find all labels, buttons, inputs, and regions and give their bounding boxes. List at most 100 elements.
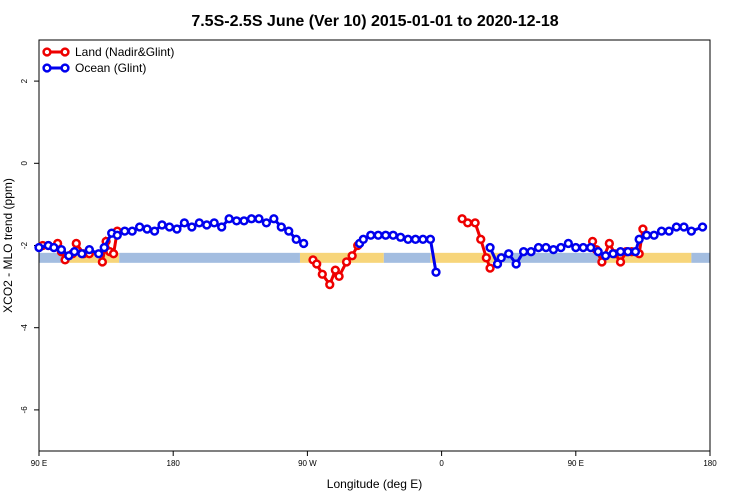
series-1-point — [209, 218, 219, 228]
band-0-segment-0 — [65, 252, 120, 263]
series-1-point — [77, 249, 87, 259]
series-1-point — [373, 230, 383, 240]
band-0-segment-2 — [430, 252, 504, 263]
series-1-point — [671, 222, 682, 232]
x-tick-label: 0 — [439, 459, 444, 468]
series-1-point — [366, 230, 376, 240]
series-1-point — [291, 234, 301, 244]
series-1-point — [511, 259, 521, 269]
legend: Land (Nadir&Glint) Ocean (Glint) — [42, 45, 174, 75]
series-0-point — [463, 218, 473, 228]
series-1-point — [571, 242, 581, 253]
series-1-point — [600, 251, 611, 261]
series-1-point — [634, 234, 644, 244]
series-1-point — [504, 249, 514, 259]
y-tick-label: -2 — [20, 241, 29, 249]
series-0-point — [341, 257, 352, 267]
series-0-point — [71, 238, 81, 249]
series-0-point — [470, 218, 480, 228]
series-1-point — [358, 234, 368, 244]
series-1-point — [418, 234, 428, 244]
series-1-point — [686, 226, 697, 236]
legend-marker — [60, 63, 70, 73]
series-1-point — [578, 242, 588, 253]
band-0-segment-3 — [598, 252, 692, 263]
series-1-point — [56, 244, 67, 255]
series-1-point — [403, 234, 413, 244]
band-1-segment-0 — [39, 252, 66, 263]
series-0-point — [317, 269, 327, 279]
series-1-point — [548, 244, 559, 255]
series-0-point — [97, 257, 108, 267]
series-1-point — [172, 224, 182, 234]
legend-marker — [42, 63, 52, 73]
y-tick-label: 2 — [20, 78, 29, 83]
legend-marker — [60, 47, 70, 57]
series-1-point — [261, 218, 272, 228]
series-1-point — [388, 230, 398, 240]
series-1-point — [269, 214, 279, 224]
series-1-point — [697, 222, 708, 232]
series-1-point — [194, 218, 204, 228]
series-1-point — [93, 249, 104, 259]
series-0-point — [481, 253, 491, 263]
band-1-segment-4 — [691, 252, 710, 263]
series-1-point — [142, 224, 152, 234]
y-tick-label: -6 — [20, 406, 29, 414]
series-1-point — [149, 226, 160, 236]
series-1-point — [135, 222, 145, 232]
series-layer — [34, 214, 708, 290]
series-1-point — [410, 234, 421, 244]
series-0-point — [334, 271, 344, 281]
series-1-point — [518, 247, 529, 257]
series-1-point — [586, 242, 596, 253]
series-1-point — [563, 238, 573, 249]
series-1-point — [179, 218, 190, 228]
series-1-point — [202, 220, 212, 230]
series-0-point — [485, 263, 495, 273]
series-1-point — [593, 247, 603, 257]
band-0-segment-1 — [299, 252, 384, 263]
series-1-point — [395, 232, 406, 242]
series-1-point — [49, 242, 59, 253]
x-axis-label: Longitude (deg E) — [327, 477, 422, 491]
series-1-point — [630, 247, 641, 257]
series-1-point — [615, 247, 626, 257]
series-0-point — [347, 251, 357, 261]
series-1-point — [120, 226, 130, 236]
series-1-point — [608, 249, 618, 259]
series-0-point — [312, 259, 322, 269]
series-0-point — [615, 257, 626, 267]
series-1-point — [164, 222, 175, 232]
series-1-point — [69, 247, 80, 257]
series-1-point — [217, 222, 227, 232]
x-tick-label: 180 — [703, 459, 717, 468]
series-1-point — [112, 230, 122, 240]
legend-label: Land (Nadir&Glint) — [75, 45, 174, 59]
band-1-segment-2 — [383, 252, 431, 263]
y-tick-label: 0 — [20, 161, 29, 166]
series-1-point — [84, 244, 94, 255]
series-1-point — [381, 230, 391, 240]
series-1-point — [127, 226, 137, 236]
series-1-point — [541, 242, 551, 253]
series-1-point — [656, 226, 667, 236]
series-1-point — [246, 214, 257, 224]
series-1-point — [623, 247, 633, 257]
series-1-point — [276, 222, 286, 232]
series-1-point — [299, 238, 309, 249]
y-axis-label: XCO2 - MLO trend (ppm) — [1, 178, 15, 313]
series-1-point — [224, 214, 234, 224]
band-1-segment-3 — [503, 252, 599, 263]
series-0-point — [476, 234, 486, 244]
series-1-point — [556, 242, 566, 253]
series-1-point — [239, 216, 249, 226]
series-0-point — [325, 279, 335, 290]
series-1-point — [284, 226, 294, 236]
x-tick-label: 180 — [167, 459, 181, 468]
series-1-point — [231, 216, 242, 226]
series-1-point — [496, 253, 506, 263]
x-tick-label: 90 W — [298, 459, 317, 468]
x-axis: 90 E 180 90 W 0 90 E 180 — [31, 451, 717, 468]
